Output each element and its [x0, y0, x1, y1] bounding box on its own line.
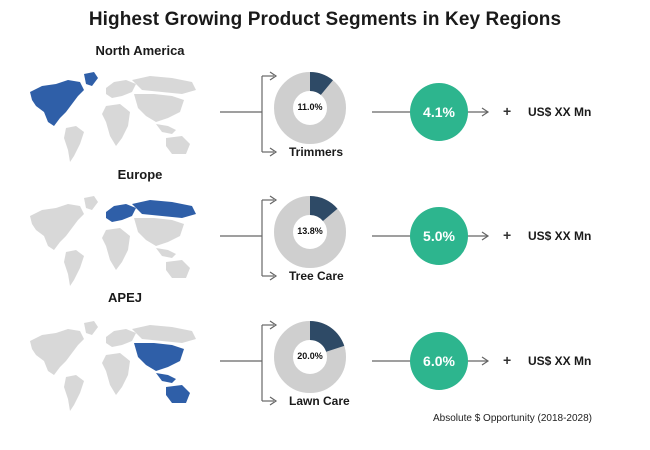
donut-share-label: 11.0% — [297, 102, 323, 112]
footnote: Absolute $ Opportunity (2018-2028) — [433, 413, 592, 424]
share-donut-chart — [274, 72, 346, 144]
map-greenland-shape — [84, 321, 98, 335]
region-row: Europe 13.8% Tree Care 5.0% + US$ XX Mn — [0, 167, 650, 302]
segment-connector-arrows — [220, 320, 278, 406]
map-africa-shape — [102, 353, 130, 395]
segment-name: Trimmers — [289, 145, 344, 159]
growth-rate-badge: 4.1% — [410, 83, 468, 141]
donut-share-label: 13.8% — [297, 226, 323, 236]
plus-sign: + — [503, 227, 512, 243]
map-australia-shape — [166, 136, 190, 154]
world-map-north-america-highlighted-icon — [30, 72, 196, 162]
donut-share-slice — [310, 321, 345, 352]
segment-connector-arrows — [220, 71, 278, 157]
page-title: Highest Growing Product Segments in Key … — [88, 9, 562, 30]
opportunity-amount: US$ XX Mn — [528, 229, 592, 243]
region-name: APEJ — [108, 290, 142, 305]
map-northamerica-shape — [30, 204, 84, 250]
map-russia-shape — [132, 76, 196, 94]
map-asia-shape — [134, 343, 184, 371]
map-australia-shape — [166, 385, 190, 403]
share-donut-chart — [274, 196, 346, 268]
map-greenland-shape — [84, 196, 98, 210]
map-asia-shape — [134, 94, 184, 122]
opportunity-amount: US$ XX Mn — [528, 105, 592, 119]
donut-share-slice — [310, 72, 333, 95]
segment-connector-arrows — [220, 195, 278, 281]
map-sea-shape — [156, 248, 176, 258]
plus-sign: + — [503, 352, 512, 368]
map-europe-shape — [106, 204, 136, 222]
world-map-apej-highlighted-icon — [30, 321, 196, 411]
map-sea-shape — [156, 124, 176, 134]
map-southamerica-shape — [64, 375, 84, 411]
map-southamerica-shape — [64, 250, 84, 286]
growth-rate-badge: 5.0% — [410, 207, 468, 265]
map-asia-shape — [134, 218, 184, 246]
share-donut-chart — [274, 321, 346, 393]
map-africa-shape — [102, 104, 130, 146]
map-greenland-shape — [84, 72, 98, 86]
map-europe-shape — [106, 329, 136, 347]
segment-name: Lawn Care — [289, 394, 350, 408]
donut-share-label: 20.0% — [297, 351, 323, 361]
region-name: Europe — [117, 167, 163, 182]
donut-share-slice — [310, 196, 338, 222]
map-northamerica-shape — [30, 80, 84, 126]
map-northamerica-shape — [30, 329, 84, 375]
region-row: APEJ 20.0% Lawn Care 6.0% + US$ XX Mn — [0, 290, 650, 427]
map-europe-shape — [106, 80, 136, 98]
map-russia-shape — [132, 325, 196, 343]
growth-rate-badge: 6.0% — [410, 332, 468, 390]
opportunity-amount: US$ XX Mn — [528, 354, 592, 368]
map-russia-shape — [132, 200, 196, 218]
map-australia-shape — [166, 260, 190, 278]
segment-name: Tree Care — [289, 269, 344, 283]
plus-sign: + — [503, 103, 512, 119]
region-name: North America — [95, 43, 185, 58]
map-southamerica-shape — [64, 126, 84, 162]
map-sea-shape — [156, 373, 176, 383]
region-row: North America 11.0% Trimmers 4.1% + US$ XX Mn — [0, 43, 650, 178]
map-africa-shape — [102, 228, 130, 270]
world-map-europe-highlighted-icon — [30, 196, 196, 286]
